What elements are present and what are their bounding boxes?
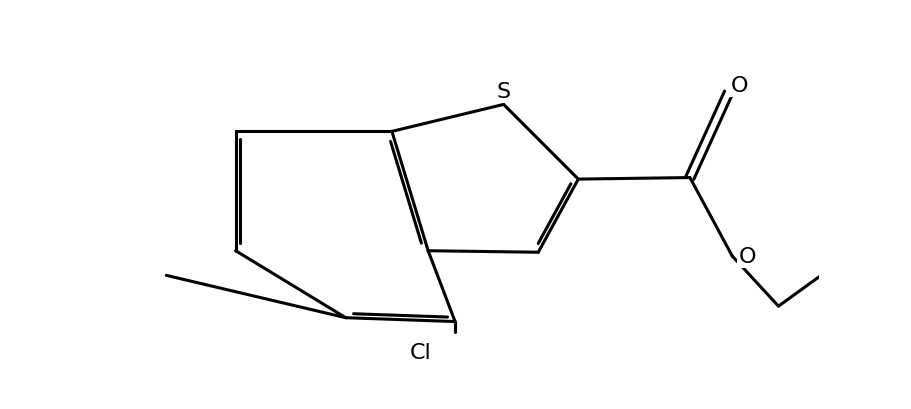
Text: O: O <box>731 76 748 96</box>
Text: O: O <box>738 247 755 266</box>
Text: Cl: Cl <box>409 342 431 362</box>
Text: S: S <box>496 81 510 101</box>
